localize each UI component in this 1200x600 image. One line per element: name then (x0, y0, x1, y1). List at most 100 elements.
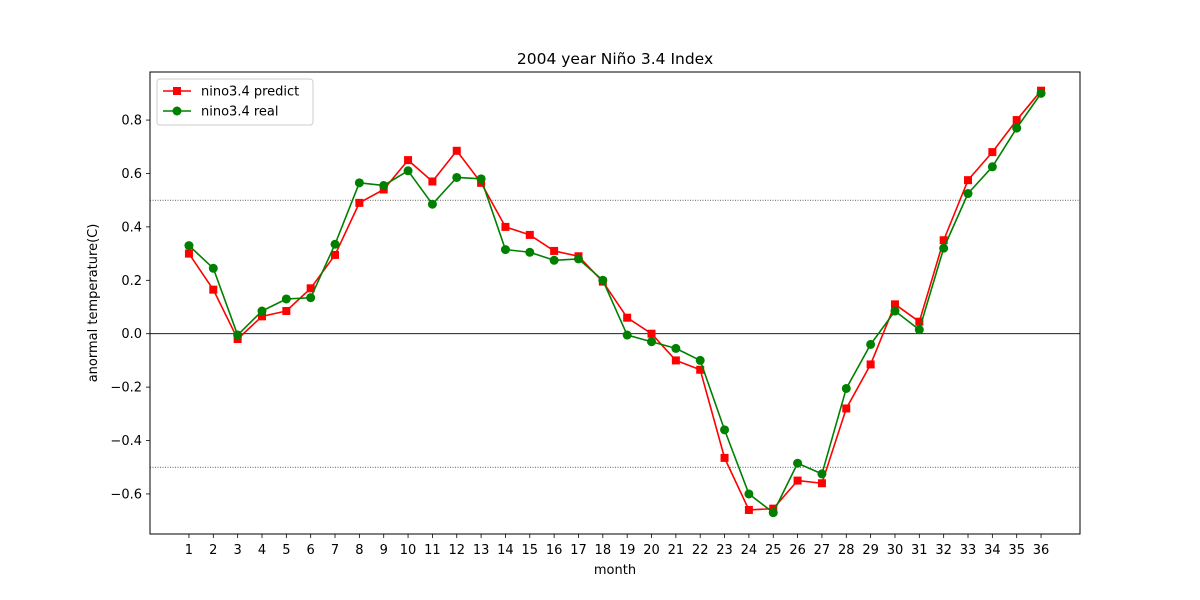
legend-marker-circle (172, 106, 182, 116)
data-point-circle (768, 508, 778, 518)
data-point-circle (306, 293, 316, 303)
data-point-circle (671, 343, 681, 353)
x-tick-label: 35 (1008, 543, 1025, 558)
chart-title: 2004 year Niño 3.4 Index (517, 50, 713, 68)
data-point-circle (939, 243, 949, 253)
x-tick-label: 14 (497, 543, 514, 558)
y-tick-label: 0.6 (121, 167, 142, 182)
data-point-circle (281, 294, 291, 304)
x-tick-label: 1 (185, 543, 193, 558)
series-real (184, 88, 1046, 518)
data-point-circle (476, 174, 486, 184)
x-tick-label: 12 (448, 543, 465, 558)
data-point-circle (184, 241, 194, 251)
x-tick-label: 28 (838, 543, 855, 558)
data-point-circle (427, 199, 437, 209)
x-tick-label: 24 (741, 543, 758, 558)
data-point-circle (744, 489, 754, 499)
data-point-circle (622, 330, 632, 340)
data-point-square (501, 222, 510, 231)
x-tick-label: 34 (984, 543, 1001, 558)
legend-marker-square (173, 87, 181, 95)
reference-lines (150, 199, 1080, 468)
data-point-square (671, 356, 680, 365)
data-point-square (890, 300, 899, 309)
data-point-square (525, 230, 534, 239)
plot-frame (149, 71, 1081, 535)
x-tick-label: 31 (911, 543, 928, 558)
x-tick-label: 11 (424, 543, 441, 558)
x-tick-label: 27 (814, 543, 831, 558)
y-tick-label: 0.4 (121, 220, 142, 235)
data-point-square (1012, 116, 1021, 125)
data-point-circle (841, 383, 851, 393)
x-tick-label: 13 (473, 543, 490, 558)
data-point-circle (208, 263, 218, 273)
data-point-circle (379, 180, 389, 190)
data-point-circle (403, 166, 413, 176)
data-point-circle (720, 425, 730, 435)
data-point-circle (866, 339, 876, 349)
x-tick-label: 17 (570, 543, 587, 558)
data-point-square (282, 307, 291, 316)
y-tick-label: 0.8 (121, 114, 142, 129)
legend-label: nino3.4 real (201, 105, 279, 120)
data-point-square (404, 156, 413, 165)
x-tick-label: 7 (331, 543, 339, 558)
y-axis-ticks: −0.6 −0.4 −0.2 0.0 0.2 0.4 0.6 0.8 (110, 114, 150, 502)
series-line (188, 90, 1042, 511)
data-point-square (842, 404, 851, 413)
data-point-square (988, 148, 997, 157)
x-tick-label: 3 (234, 543, 242, 558)
x-tick-label: 36 (1033, 543, 1050, 558)
data-point-circle (890, 306, 900, 316)
x-tick-label: 26 (789, 543, 806, 558)
x-tick-label: 2 (209, 543, 217, 558)
x-tick-label: 16 (546, 543, 563, 558)
data-point-circle (914, 325, 924, 335)
x-tick-label: 20 (643, 543, 660, 558)
data-point-circle (695, 355, 705, 365)
legend-label: nino3.4 predict (201, 85, 299, 100)
x-axis-label: month (594, 563, 636, 578)
data-point-square (428, 177, 437, 186)
x-tick-label: 22 (692, 543, 709, 558)
data-point-square (696, 365, 705, 374)
data-point-circle (500, 245, 510, 255)
data-point-square (184, 249, 193, 258)
legend: nino3.4 predict nino3.4 real (156, 78, 314, 126)
x-tick-label: 33 (960, 543, 977, 558)
x-tick-label: 4 (258, 543, 266, 558)
data-point-circle (1012, 123, 1022, 133)
x-tick-label: 32 (935, 543, 952, 558)
x-tick-label: 19 (619, 543, 636, 558)
x-tick-label: 21 (668, 543, 685, 558)
y-tick-label: −0.2 (110, 381, 142, 396)
data-point-square (550, 246, 559, 255)
data-point-circle (817, 469, 827, 479)
data-point-circle (987, 162, 997, 172)
data-point-square (331, 250, 340, 259)
data-point-circle (354, 178, 364, 188)
data-point-circle (598, 275, 608, 285)
x-tick-label: 29 (862, 543, 879, 558)
x-tick-label: 5 (282, 543, 290, 558)
x-tick-label: 10 (400, 543, 417, 558)
x-axis-ticks: 1 2 3 4 5 6 7 8 9 10 11 12 13 14 15 16 17 18 19 20 21 22 23 24 2… (185, 534, 1050, 558)
x-tick-label: 25 (765, 543, 782, 558)
series-line (188, 92, 1042, 514)
legend-box (156, 78, 314, 126)
data-point-square (915, 317, 924, 326)
data-point-circle (233, 330, 243, 340)
x-tick-label: 30 (887, 543, 904, 558)
y-axis-label: anormal temperature(C) (86, 224, 101, 383)
x-tick-label: 15 (522, 543, 539, 558)
data-point-square (866, 360, 875, 369)
data-point-square (209, 285, 218, 294)
x-tick-label: 8 (355, 543, 363, 558)
data-point-circle (573, 254, 583, 264)
y-tick-label: −0.4 (110, 434, 142, 449)
data-point-square (257, 312, 266, 321)
data-point-square (306, 284, 315, 293)
